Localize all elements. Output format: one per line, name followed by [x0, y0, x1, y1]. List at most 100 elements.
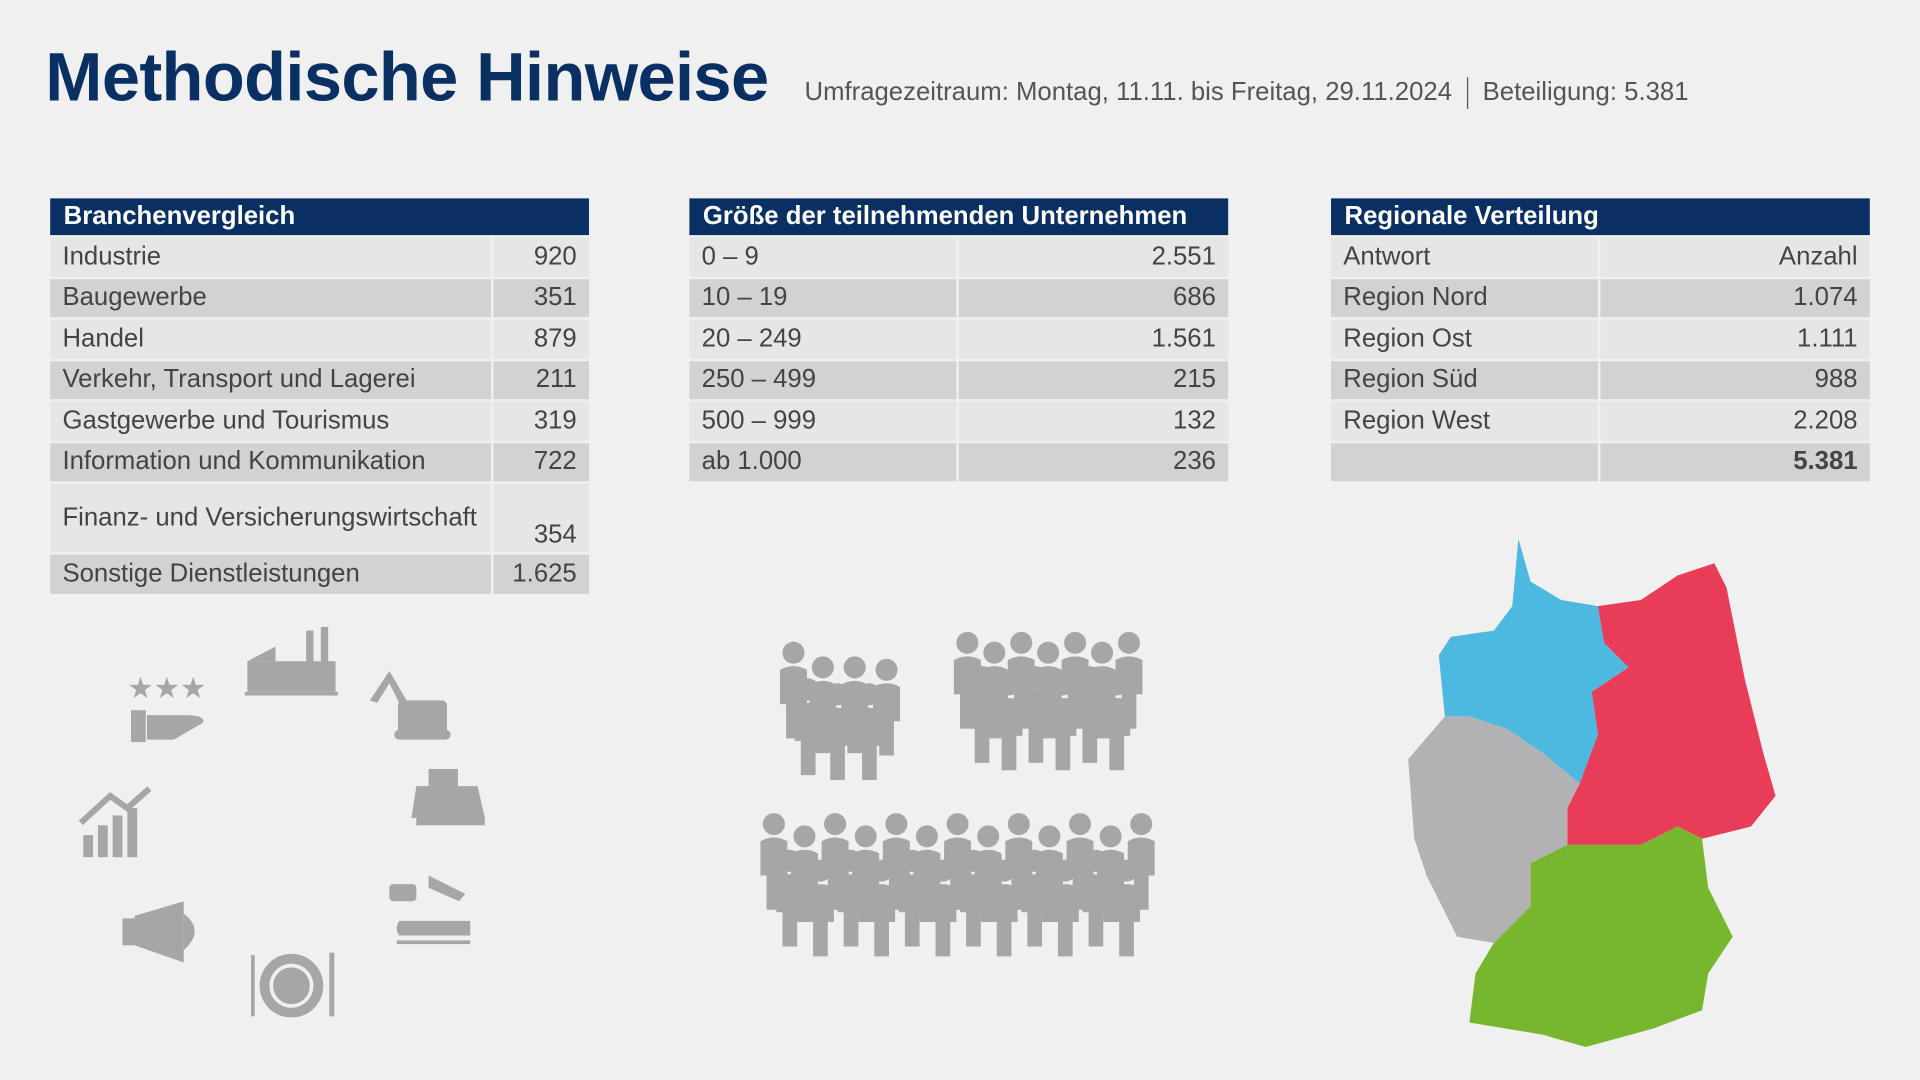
table-row: 20 – 249 1.561: [689, 319, 1229, 359]
table-row: Region Süd 988: [1331, 360, 1870, 400]
row-value: 879: [493, 319, 589, 359]
row-label: Handel: [50, 319, 492, 359]
regional-table: Regionale Verteilung Antwort Anzahl Regio…: [1331, 198, 1870, 483]
row-value: 211: [493, 360, 589, 400]
rating-hand-icon: ★★★: [127, 672, 206, 743]
row-value: 988: [1600, 360, 1870, 400]
row-value: 920: [493, 237, 589, 277]
person-icon: [968, 666, 996, 763]
row-label: ab 1.000: [689, 442, 957, 482]
row-value: 722: [493, 442, 589, 482]
participation: Beteiligung: 5.381: [1482, 77, 1689, 106]
row-label: Region Nord: [1331, 278, 1598, 318]
person-icon: [1076, 666, 1104, 763]
row-label: Verkehr, Transport und Lagerei: [50, 360, 492, 400]
row-value: 215: [958, 360, 1229, 400]
table-row: Verkehr, Transport und Lagerei 211: [50, 360, 589, 400]
row-label: Gastgewerbe und Tourismus: [50, 401, 492, 441]
row-label: 500 – 999: [689, 401, 957, 441]
table-row: Information und Kommunikation 722: [50, 442, 589, 482]
row-value: 2.208: [1600, 401, 1870, 441]
person-icon: [1022, 666, 1050, 763]
person-icon: [990, 859, 1018, 957]
branchen-table: Branchenvergleich Industrie 920 Baugewerbe…: [50, 198, 589, 595]
dining-icon: [251, 952, 335, 1018]
person-icon: [995, 673, 1023, 771]
table-row: 0 – 9 2.551: [689, 237, 1229, 277]
subtitle: Umfragezeitraum: Montag, 11.11. bis Frei…: [804, 77, 1689, 109]
region-nord: [1438, 538, 1629, 784]
row-label: Region West: [1331, 401, 1598, 441]
person-icon: [806, 859, 834, 957]
people-groups: [760, 631, 1155, 957]
row-label: Industrie: [50, 237, 492, 277]
row-value: 1.561: [958, 319, 1229, 359]
table-row: Region Nord 1.074: [1331, 278, 1870, 318]
row-value: 351: [493, 278, 589, 318]
transport-icon: [389, 875, 471, 945]
table-row: Gastgewerbe und Tourismus 319: [50, 401, 589, 441]
person-icon: [1021, 849, 1049, 947]
table-row: Region West 2.208: [1331, 401, 1870, 441]
divider: [1466, 77, 1468, 109]
table-header: Regionale Verteilung: [1331, 198, 1870, 236]
growth-chart-icon: [78, 786, 152, 858]
region-ost: [1567, 563, 1776, 845]
person-icon: [855, 683, 883, 781]
factory-icon: [244, 626, 338, 696]
table-row: Handel 879: [50, 319, 589, 359]
excavator-icon: [369, 671, 451, 740]
row-label: 250 – 499: [689, 360, 957, 400]
table-row: Sonstige Dienstleistungen 1.625: [50, 554, 589, 594]
groesse-table: Größe der teilnehmenden Unternehmen 0 – …: [689, 198, 1229, 483]
people-group-icon: [760, 631, 1155, 957]
row-label: Finanz- und Versicherungswirtschaft: [50, 483, 492, 553]
total-value: 5.381: [1600, 442, 1870, 482]
row-label: Baugewerbe: [50, 278, 492, 318]
person-icon: [794, 678, 822, 776]
row-value: 686: [958, 278, 1229, 318]
industry-icons: ★★★: [78, 626, 485, 1018]
person-icon: [837, 849, 865, 947]
row-value: 319: [493, 401, 589, 441]
region-west: [1408, 716, 1580, 943]
table-header: Größe der teilnehmenden Unternehmen: [689, 198, 1229, 236]
row-value: 236: [958, 442, 1229, 482]
person-icon: [1103, 673, 1131, 771]
person-icon: [898, 849, 926, 947]
person-icon: [929, 859, 957, 957]
row-value: 354: [493, 483, 589, 553]
person-icon: [824, 683, 852, 781]
page-title: Methodische Hinweise: [45, 37, 769, 116]
row-label: 10 – 19: [689, 278, 957, 318]
row-value: 1.111: [1600, 319, 1870, 359]
column-header: Anzahl: [1600, 237, 1870, 277]
survey-period: Umfragezeitraum: Montag, 11.11. bis Frei…: [804, 77, 1453, 106]
person-icon: [1049, 673, 1077, 771]
table-row: Baugewerbe 351: [50, 278, 589, 318]
table-row: Finanz- und Versicherungswirtschaft 354: [50, 483, 589, 553]
person-icon: [1082, 849, 1110, 947]
row-label: 0 – 9: [689, 237, 957, 277]
cash-register-icon: [411, 768, 485, 826]
table-row: Antwort Anzahl: [1331, 237, 1870, 277]
row-value: 2.551: [958, 237, 1229, 277]
row-value: 1.074: [1600, 278, 1870, 318]
row-label: Region Ost: [1331, 319, 1598, 359]
svg-text:★★★: ★★★: [127, 672, 206, 705]
table-row: ab 1.000 236: [689, 442, 1229, 482]
row-value: 1.625: [493, 554, 589, 594]
row-label: Sonstige Dienstleistungen: [50, 554, 492, 594]
person-icon: [1051, 859, 1079, 957]
person-icon: [868, 859, 896, 957]
row-label: Information und Kommunikation: [50, 442, 492, 482]
total-row: 5.381: [1331, 442, 1870, 482]
row-value: 132: [958, 401, 1229, 441]
person-icon: [960, 849, 987, 947]
column-header: Antwort: [1331, 237, 1598, 277]
row-label: 20 – 249: [689, 319, 957, 359]
person-icon: [776, 849, 804, 947]
row-label: Region Süd: [1331, 360, 1598, 400]
table-header: Branchenvergleich: [50, 198, 589, 236]
